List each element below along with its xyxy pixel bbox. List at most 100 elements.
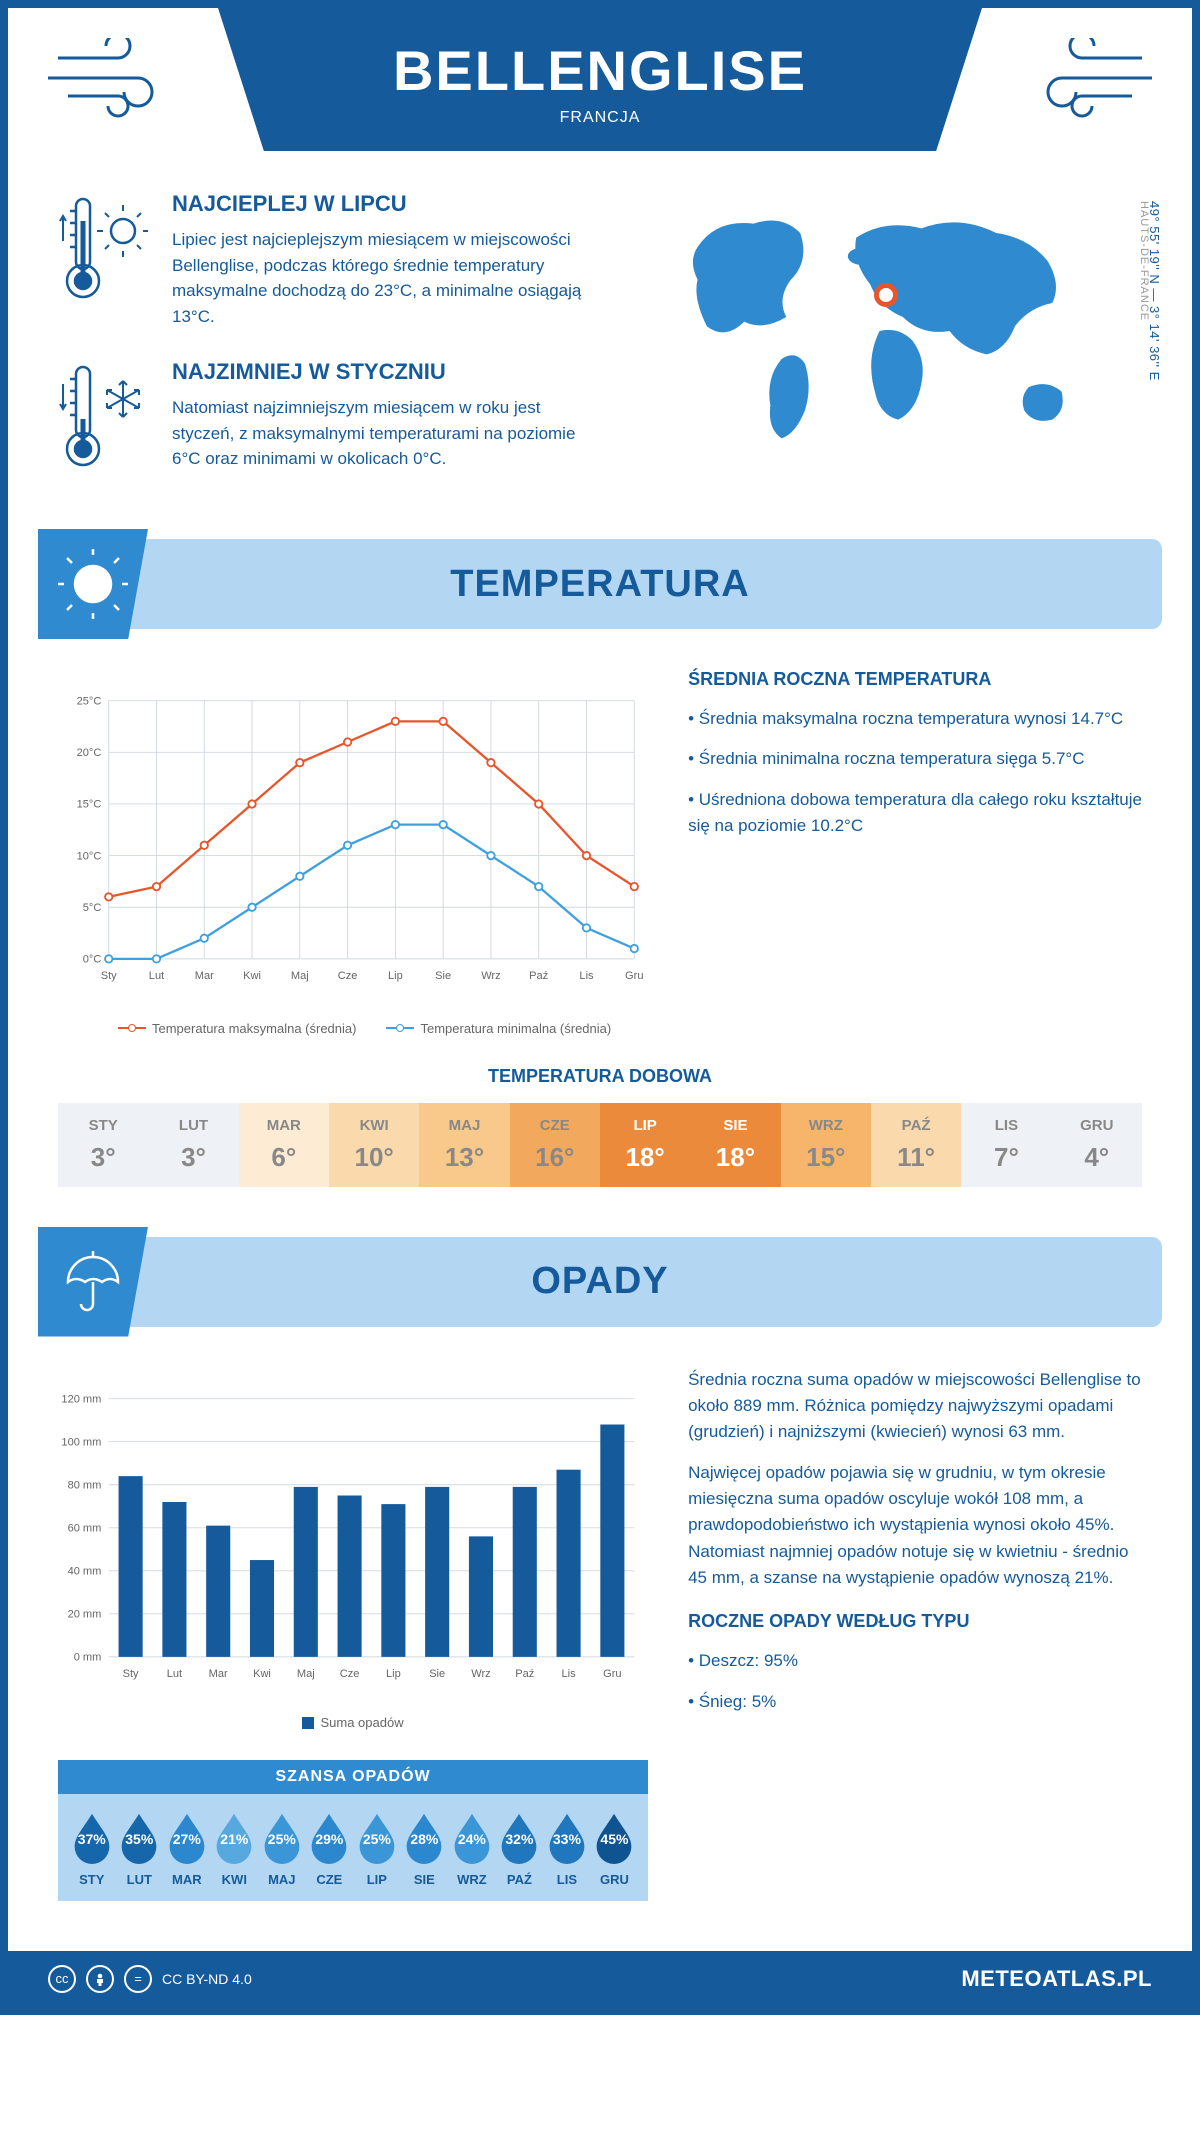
- raindrop-icon: 32%: [497, 1810, 541, 1864]
- svg-text:Paź: Paź: [515, 1668, 534, 1680]
- svg-text:Maj: Maj: [297, 1668, 315, 1680]
- legend-item: Temperatura maksymalna (średnia): [118, 1021, 356, 1036]
- svg-text:Wrz: Wrz: [481, 970, 500, 982]
- temp-line-chart: Temperatura 0°C5°C10°C15°C20°C25°CStyLut…: [58, 669, 648, 1036]
- precip-chance-cell: 29% CZE: [306, 1810, 354, 1887]
- daily-temp-cell: LIP 18°: [600, 1103, 690, 1187]
- by-icon: [86, 1965, 114, 1993]
- svg-text:Mar: Mar: [195, 970, 214, 982]
- temp-bullet: • Uśredniona dobowa temperatura dla całe…: [688, 787, 1142, 840]
- fact-coldest-title: NAJZIMNIEJ W STYCZNIU: [172, 359, 605, 385]
- raindrop-icon: 45%: [592, 1810, 636, 1864]
- raindrop-icon: 27%: [165, 1810, 209, 1864]
- daily-temp-cell: STY 3°: [58, 1103, 148, 1187]
- raindrop-icon: 33%: [545, 1810, 589, 1864]
- precip-chance-cell: 27% MAR: [163, 1810, 211, 1887]
- site-name: METEOATLAS.PL: [961, 1966, 1152, 1992]
- svg-text:10°C: 10°C: [77, 850, 102, 862]
- svg-text:20 mm: 20 mm: [68, 1608, 102, 1620]
- raindrop-icon: 25%: [355, 1810, 399, 1864]
- precip-chance-cell: 25% MAJ: [258, 1810, 306, 1887]
- svg-text:Lut: Lut: [167, 1668, 182, 1680]
- page-container: BELLENGLISE FRANCJA: [0, 0, 1200, 2015]
- svg-text:Lis: Lis: [579, 970, 594, 982]
- thermometer-snow-icon: [58, 359, 148, 479]
- coordinates: 49° 55' 19'' N — 3° 14' 36'' E: [1147, 201, 1162, 381]
- svg-text:Kwi: Kwi: [243, 970, 261, 982]
- svg-text:Cze: Cze: [340, 1668, 360, 1680]
- daily-temp-cell: PAŹ 11°: [871, 1103, 961, 1187]
- fact-coldest-text: NAJZIMNIEJ W STYCZNIU Natomiast najzimni…: [172, 359, 605, 479]
- temp-legend: Temperatura maksymalna (średnia)Temperat…: [58, 1017, 648, 1036]
- svg-text:0 mm: 0 mm: [74, 1651, 102, 1663]
- thermometer-sun-icon: [58, 191, 148, 311]
- precip-chance-cell: 21% KWI: [211, 1810, 259, 1887]
- temp-side-title: ŚREDNIA ROCZNA TEMPERATURA: [688, 669, 1142, 690]
- fact-warmest-body: Lipiec jest najcieplejszym miesiącem w m…: [172, 227, 605, 329]
- precip-type-title: ROCZNE OPADY WEDŁUG TYPU: [688, 1611, 1142, 1632]
- section-header-precip: OPADY: [38, 1237, 1162, 1327]
- svg-text:Gru: Gru: [603, 1668, 621, 1680]
- daily-temp-cell: MAR 6°: [239, 1103, 329, 1187]
- precip-p1: Średnia roczna suma opadów w miejscowośc…: [688, 1367, 1142, 1446]
- section-title-precip: OPADY: [38, 1260, 1162, 1303]
- raindrop-icon: 25%: [260, 1810, 304, 1864]
- nd-icon: =: [124, 1965, 152, 1993]
- raindrop-icon: 35%: [117, 1810, 161, 1864]
- precip-type-bullet: • Deszcz: 95%: [688, 1648, 1142, 1674]
- svg-text:Sie: Sie: [435, 970, 451, 982]
- raindrop-icon: 28%: [402, 1810, 446, 1864]
- title-banner: BELLENGLISE FRANCJA: [218, 8, 982, 151]
- svg-text:15°C: 15°C: [77, 799, 102, 811]
- svg-text:Paź: Paź: [529, 970, 548, 982]
- cc-icon: cc: [48, 1965, 76, 1993]
- temp-bullet: • Średnia maksymalna roczna temperatura …: [688, 706, 1142, 732]
- svg-text:80 mm: 80 mm: [68, 1479, 102, 1491]
- license-block: cc = CC BY-ND 4.0: [48, 1965, 252, 1993]
- temp-chart-block: Temperatura 0°C5°C10°C15°C20°C25°CStyLut…: [8, 629, 1192, 1056]
- wind-icon-right: [1012, 8, 1152, 118]
- svg-text:Cze: Cze: [338, 970, 358, 982]
- world-map: [645, 191, 1142, 471]
- precip-p2: Najwięcej opadów pojawia się w grudniu, …: [688, 1460, 1142, 1592]
- fact-warmest-text: NAJCIEPLEJ W LIPCU Lipiec jest najcieple…: [172, 191, 605, 329]
- precip-bar-chart: Opady 0 mm20 mm40 mm60 mm80 mm100 mm120 …: [58, 1367, 648, 1911]
- svg-text:Wrz: Wrz: [471, 1668, 490, 1680]
- section-title-temp: TEMPERATURA: [38, 563, 1162, 606]
- temp-bullet: • Średnia minimalna roczna temperatura s…: [688, 746, 1142, 772]
- svg-text:40 mm: 40 mm: [68, 1565, 102, 1577]
- temp-side-text: ŚREDNIA ROCZNA TEMPERATURA • Średnia mak…: [688, 669, 1142, 1036]
- svg-text:60 mm: 60 mm: [68, 1522, 102, 1534]
- license-text: CC BY-ND 4.0: [162, 1971, 252, 1987]
- svg-text:5°C: 5°C: [83, 902, 102, 914]
- precip-chance-cell: 35% LUT: [116, 1810, 164, 1887]
- daily-temp-table: TEMPERATURA DOBOWA STY 3° LUT 3° MAR 6° …: [8, 1056, 1192, 1227]
- intro-facts: NAJCIEPLEJ W LIPCU Lipiec jest najcieple…: [58, 191, 605, 509]
- fact-warmest-title: NAJCIEPLEJ W LIPCU: [172, 191, 605, 217]
- svg-text:Sty: Sty: [123, 1668, 139, 1680]
- raindrop-icon: 21%: [212, 1810, 256, 1864]
- svg-text:20°C: 20°C: [77, 747, 102, 759]
- precip-chance-cell: 33% LIS: [543, 1810, 591, 1887]
- intro-section: NAJCIEPLEJ W LIPCU Lipiec jest najcieple…: [8, 151, 1192, 529]
- precip-legend: Suma opadów: [58, 1715, 648, 1730]
- svg-text:0°C: 0°C: [83, 954, 102, 966]
- world-map-container: HAUTS-DE-FRANCE 49° 55' 19'' N — 3° 14' …: [645, 191, 1142, 509]
- svg-text:Kwi: Kwi: [253, 1668, 271, 1680]
- sun-icon: [38, 529, 148, 639]
- svg-text:100 mm: 100 mm: [61, 1436, 101, 1448]
- svg-text:Lip: Lip: [386, 1668, 401, 1680]
- daily-temp-cell: WRZ 15°: [781, 1103, 871, 1187]
- svg-text:Mar: Mar: [209, 1668, 228, 1680]
- precip-chance-cell: 45% GRU: [591, 1810, 639, 1887]
- location-marker: [874, 283, 898, 307]
- daily-temp-cell: MAJ 13°: [419, 1103, 509, 1187]
- svg-text:Lis: Lis: [562, 1668, 577, 1680]
- svg-text:Sty: Sty: [101, 970, 117, 982]
- svg-text:Lip: Lip: [388, 970, 403, 982]
- daily-temp-cell: LIS 7°: [961, 1103, 1051, 1187]
- daily-temp-cell: GRU 4°: [1052, 1103, 1142, 1187]
- header: BELLENGLISE FRANCJA: [8, 8, 1192, 151]
- precip-chance-cell: 25% LIP: [353, 1810, 401, 1887]
- precip-chance-cell: 32% PAŹ: [496, 1810, 544, 1887]
